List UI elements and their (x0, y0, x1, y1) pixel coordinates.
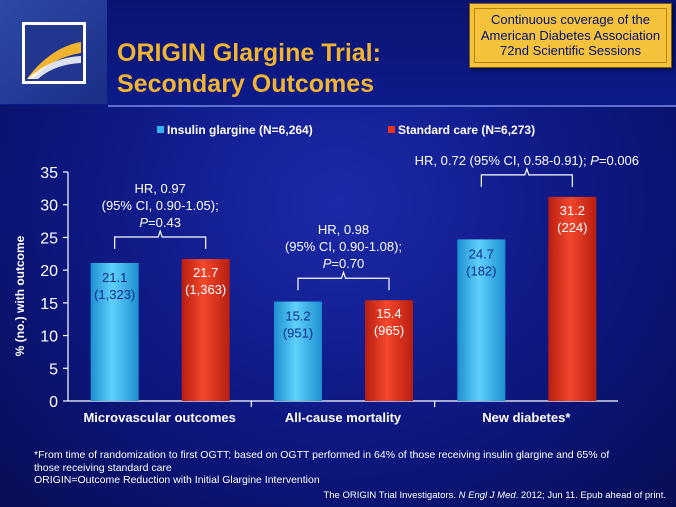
title-line-1: ORIGIN Glargine Trial: (117, 39, 381, 67)
badge-inner-border (474, 8, 667, 63)
bar-value-label: 15.4 (376, 306, 401, 321)
bar-value-label: 24.7 (469, 246, 494, 261)
significance-bracket (297, 270, 390, 291)
y-tick-label: 10 (40, 329, 58, 346)
significance-bracket (114, 229, 207, 250)
x-category-label: All-cause mortality (285, 410, 402, 425)
significance-bracket (480, 166, 573, 187)
bar-count-label: (951) (283, 326, 313, 341)
hr-annotation-line: P=0.43 (139, 215, 181, 230)
bar-count-label: (965) (374, 323, 404, 338)
bar-count-label: (1,363) (185, 282, 226, 297)
citation-authors: The ORIGIN Trial Investigators. (323, 490, 459, 501)
header-divider (108, 105, 676, 107)
ada-logo (0, 0, 107, 104)
hr-annotation-line: P=0.70 (323, 256, 365, 271)
legend-glargine: Insulin glargine (N=6,264) (157, 123, 313, 137)
y-tick-label: 20 (40, 263, 58, 280)
page-title: ORIGIN Glargine Trial: Secondary Outcome… (117, 38, 457, 100)
badge-line-1: Continuous coverage of the (491, 12, 650, 28)
bar-value-label: 21.7 (193, 265, 218, 280)
legend-label-glargine: Insulin glargine (N=6,264) (167, 123, 313, 137)
bar-glargine (457, 239, 506, 401)
bar-value-label: 15.2 (285, 309, 310, 324)
footnote: *From time of randomization to first OGT… (34, 449, 644, 487)
y-tick-label: 5 (49, 361, 58, 378)
bar-chart: 0 5 10 15 20 25 30 35 Microvascular outcomes 21.… (40, 153, 639, 425)
bar-count-label: (224) (557, 220, 587, 235)
x-category-label: New diabetes* (482, 410, 571, 425)
legend-standard: Standard care (N=6,273) (388, 123, 535, 137)
bar-standard (365, 300, 413, 401)
x-category-label: Microvascular outcomes (83, 410, 235, 425)
legend-label-standard: Standard care (N=6,273) (398, 123, 536, 137)
y-tick-label: 35 (40, 165, 58, 182)
hr-annotation-line: HR, 0.97 (135, 181, 186, 196)
bar-standard (548, 196, 597, 401)
conference-badge: Continuous coverage of the American Diab… (469, 3, 672, 68)
legend-swatch-glargine (157, 126, 164, 133)
hr-annotation-line: HR, 0.98 (318, 222, 369, 237)
y-tick-label: 30 (40, 198, 58, 215)
ada-logo-graphic (22, 22, 86, 84)
bar-standard (181, 259, 230, 401)
y-tick-label: 25 (40, 230, 58, 247)
hr-annotation-line: HR, 0.72 (95% CI, 0.58-0.91); P=0.006 (415, 153, 639, 168)
bar-glargine (90, 262, 139, 401)
bar-value-label: 21.1 (102, 270, 127, 285)
badge-line-3: 72nd Scientific Sessions (500, 43, 641, 59)
badge-line-2: American Diabetes Association (480, 27, 661, 43)
citation: The ORIGIN Trial Investigators. N Engl J… (323, 490, 666, 501)
hr-annotation-line: (95% CI, 0.90-1.05); (102, 198, 219, 213)
bar-count-label: (182) (466, 263, 496, 278)
footnote-line-2: those receiving standard care (34, 461, 172, 474)
hr-annotation-line: (95% CI, 0.90-1.08); (285, 239, 402, 254)
citation-journal: N Engl J Med (458, 490, 516, 501)
citation-rest: . 2012; Jun 11. Epub ahead of print. (515, 490, 666, 501)
title-line-2: Secondary Outcomes (117, 70, 375, 98)
legend-swatch-standard (388, 126, 395, 133)
footnote-line-3: ORIGIN=Outcome Reduction with Initial Gl… (34, 474, 320, 486)
bar-glargine (274, 301, 322, 401)
bar-count-label: (1,323) (94, 287, 135, 302)
bar-value-label: 31.2 (560, 203, 585, 218)
y-tick-label: 0 (49, 394, 58, 411)
footnote-line-1: *From time of randomization to first OGT… (34, 449, 610, 461)
y-tick-label: 15 (40, 296, 58, 313)
